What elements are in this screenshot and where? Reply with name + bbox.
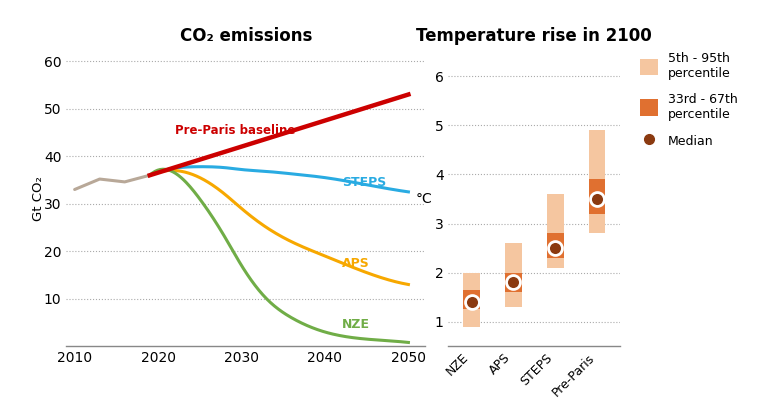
Point	[466, 299, 478, 305]
Bar	[463, 273, 480, 327]
Bar	[505, 273, 522, 292]
Text: NZE: NZE	[342, 318, 370, 332]
Legend: 5th - 95th
percentile, 33rd - 67th
percentile, Median: 5th - 95th percentile, 33rd - 67th perce…	[640, 52, 737, 149]
Bar	[589, 179, 605, 214]
Bar	[547, 233, 564, 258]
Point	[549, 245, 562, 251]
Y-axis label: °C: °C	[415, 192, 432, 206]
Point	[590, 196, 603, 202]
Title: CO₂ emissions: CO₂ emissions	[179, 27, 312, 45]
Y-axis label: Gt CO₂: Gt CO₂	[32, 177, 44, 221]
Text: STEPS: STEPS	[342, 176, 386, 189]
Text: Pre-Paris baseline: Pre-Paris baseline	[175, 124, 295, 137]
Title: Temperature rise in 2100: Temperature rise in 2100	[417, 27, 652, 45]
Point	[507, 279, 519, 286]
Text: APS: APS	[342, 257, 370, 269]
Bar	[547, 194, 564, 268]
Bar	[505, 243, 522, 307]
Bar	[463, 290, 480, 310]
Bar	[589, 130, 605, 233]
